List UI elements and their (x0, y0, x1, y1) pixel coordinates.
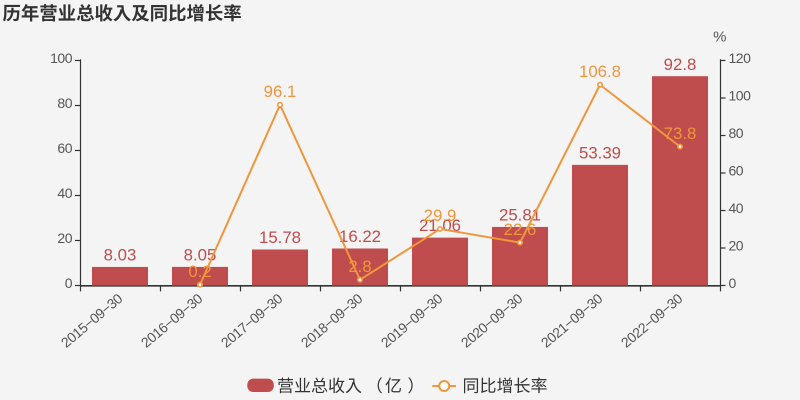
svg-text:2.8: 2.8 (348, 257, 371, 276)
svg-text:100: 100 (50, 50, 73, 66)
svg-text:40: 40 (57, 185, 72, 201)
svg-text:73.8: 73.8 (664, 124, 697, 143)
svg-text:60: 60 (57, 140, 72, 156)
svg-text:16.22: 16.22 (339, 227, 381, 246)
svg-text:15.78: 15.78 (259, 228, 301, 247)
svg-text:106.8: 106.8 (579, 62, 621, 81)
svg-text:20: 20 (729, 238, 744, 254)
svg-text:92.8: 92.8 (664, 55, 697, 74)
svg-text:%: % (713, 29, 726, 46)
svg-text:8.03: 8.03 (104, 246, 137, 265)
svg-text:0: 0 (729, 275, 737, 291)
svg-text:0: 0 (65, 275, 73, 291)
svg-text:80: 80 (729, 125, 744, 141)
svg-text:29.9: 29.9 (424, 206, 457, 225)
svg-text:60: 60 (729, 163, 744, 179)
svg-text:22.6: 22.6 (504, 220, 537, 239)
svg-text:96.1: 96.1 (264, 82, 297, 101)
svg-text:120: 120 (729, 50, 752, 66)
svg-text:8.05: 8.05 (184, 245, 217, 264)
svg-text:20: 20 (57, 230, 72, 246)
svg-text:40: 40 (729, 200, 744, 216)
svg-text:100: 100 (729, 88, 752, 104)
svg-text:0.2: 0.2 (188, 262, 211, 281)
svg-text:53.39: 53.39 (579, 143, 621, 162)
svg-text:80: 80 (57, 95, 72, 111)
